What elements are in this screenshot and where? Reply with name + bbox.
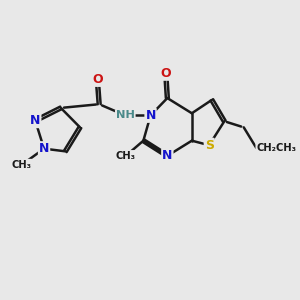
Text: N: N bbox=[146, 109, 156, 122]
Text: CH₃: CH₃ bbox=[116, 151, 136, 161]
Text: O: O bbox=[160, 67, 171, 80]
Text: O: O bbox=[92, 73, 103, 86]
Text: NH: NH bbox=[116, 110, 135, 120]
Text: N: N bbox=[30, 114, 40, 127]
Text: N: N bbox=[162, 149, 172, 162]
Text: CH₂CH₃: CH₂CH₃ bbox=[256, 143, 296, 153]
Text: CH₃: CH₃ bbox=[12, 160, 32, 170]
Text: N: N bbox=[39, 142, 49, 155]
Text: S: S bbox=[205, 139, 214, 152]
